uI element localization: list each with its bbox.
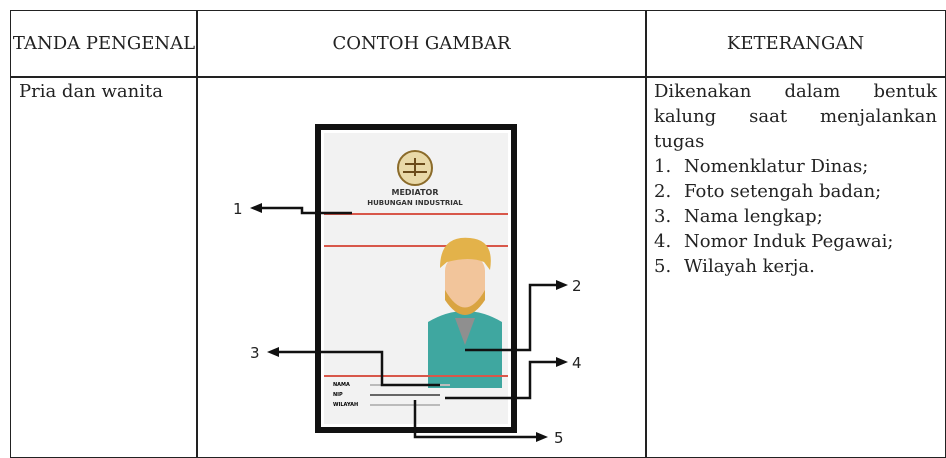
item-text: Nomor Induk Pegawai; (684, 231, 894, 252)
list-item: 4. Nomor Induk Pegawai; (654, 229, 937, 254)
item-number: 2. (654, 181, 672, 202)
person-beard (445, 290, 485, 315)
callout-label: 4 (572, 354, 582, 372)
header-text: KETERANGAN (726, 33, 865, 54)
list-item: 5. Wilayah kerja. (654, 254, 937, 279)
header-cell: TANDA PENGENAL (10, 10, 198, 78)
field-label: NIP (333, 392, 343, 398)
intro-text: Dikenakan dalam bentuk kalung saat menja… (654, 81, 937, 152)
field-label: NAMA (333, 382, 350, 388)
logo-scale (403, 158, 427, 176)
item-text: Wilayah kerja. (684, 256, 815, 277)
callout-label: 1 (233, 200, 243, 218)
item-number: 5. (654, 256, 672, 277)
person-vest (455, 318, 475, 345)
item-number: 1. (654, 156, 672, 177)
header-text: TANDA PENGENAL (12, 33, 196, 54)
item-list: 1. Nomenklatur Dinas; 2. Foto setengah bada… (654, 154, 937, 279)
callout-lines (258, 206, 560, 439)
callout-label: 2 (572, 277, 582, 295)
callout-label: 3 (250, 344, 260, 362)
item-number: 4. (654, 231, 672, 252)
item-number: 3. (654, 206, 672, 227)
item-text: Foto setengah badan; (684, 181, 882, 202)
person-face (445, 255, 485, 310)
list-item: 3. Nama lengkap; (654, 204, 937, 229)
item-text: Nama lengkap; (684, 206, 823, 227)
card-title: MEDIATOR (391, 188, 438, 197)
person-hair (440, 237, 491, 270)
callout-label: 5 (554, 429, 564, 447)
tanda-text: Pria dan wanita (19, 81, 163, 102)
header-text: CONTOH GAMBAR (332, 33, 511, 54)
item-text: Nomenklatur Dinas; (684, 156, 869, 177)
arrow-heads (250, 203, 568, 442)
list-item: 2. Foto setengah badan; (654, 179, 937, 204)
list-item: 1. Nomenklatur Dinas; (654, 154, 937, 179)
field-label: WILAYAH (333, 402, 358, 408)
header-cell: CONTOH GAMBAR (196, 10, 647, 78)
card-subtitle: HUBUNGAN INDUSTRIAL (367, 199, 463, 207)
